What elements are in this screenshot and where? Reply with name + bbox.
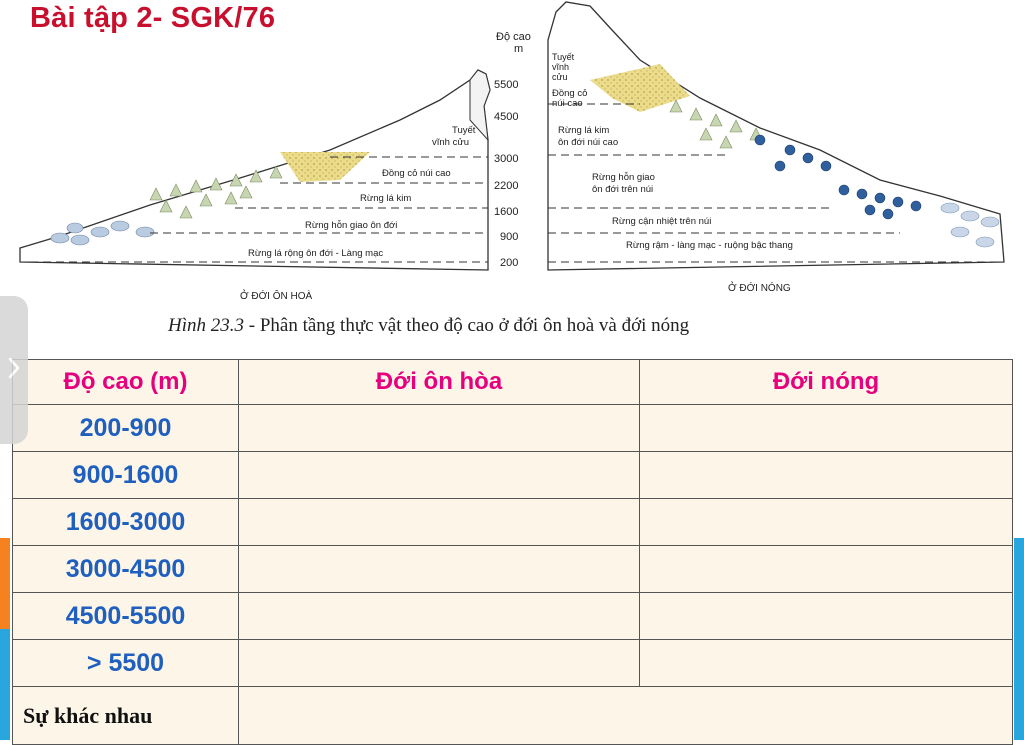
zone-label: Ở ĐỚI NÓNG	[728, 281, 791, 294]
tick-label: 200	[500, 257, 518, 269]
left-decor-bar	[0, 538, 10, 740]
layer-label: Đồng cỏ núi cao	[382, 168, 451, 179]
alpine-grass-zone	[280, 152, 370, 182]
altitude-level-lines	[30, 103, 1000, 263]
tropical-cell[interactable]	[639, 592, 1013, 640]
altitude-cell: 4500-5500	[12, 592, 239, 640]
layer-label: Rừng rậm - làng mạc - ruộng bậc thang	[626, 240, 793, 251]
layer-label: Rừng lá rộng ôn đới - Làng mạc	[248, 248, 383, 259]
tropical-mountain	[547, 1, 1005, 271]
layer-label: ôn đới núi cao	[558, 137, 618, 148]
layer-label: Rừng lá kim	[558, 125, 609, 136]
layer-label: vĩnh cửu	[432, 137, 469, 148]
chevron-right-icon	[7, 356, 21, 385]
temperate-cell[interactable]	[238, 592, 640, 640]
header-altitude: Độ cao (m)	[12, 359, 239, 405]
right-decor-bar	[1014, 538, 1024, 740]
temperate-cell[interactable]	[238, 498, 640, 546]
layer-label: Tuyết	[552, 52, 575, 62]
layer-label: núi cao	[552, 98, 583, 109]
tropical-cell[interactable]	[639, 639, 1013, 687]
exercise-table-container: Độ cao (m) Đới ôn hòa Đới nóng 200-900 9…	[12, 359, 1013, 745]
layer-label: ôn đới trên núi	[592, 184, 653, 195]
difference-answer-cell[interactable]	[238, 686, 1013, 745]
table-row: 1600-3000	[12, 498, 1013, 546]
figure-number: Hình 23.3	[168, 315, 244, 336]
temperate-cell[interactable]	[238, 451, 640, 499]
layer-label: Rừng hỗn giao ôn đới	[305, 220, 397, 231]
altitude-cell: 1600-3000	[12, 498, 239, 546]
temperate-cell[interactable]	[238, 545, 640, 593]
tick-label: 4500	[494, 111, 518, 123]
table-row: > 5500	[12, 639, 1013, 687]
zone-label: Ở ĐỚI ÔN HOÀ	[240, 289, 312, 302]
difference-label: Sự khác nhau	[12, 686, 239, 745]
layer-label: vĩnh	[552, 62, 569, 72]
header-tropical: Đới nóng	[639, 359, 1013, 405]
temperate-cell[interactable]	[238, 639, 640, 687]
tropical-cell[interactable]	[639, 545, 1013, 593]
altitude-cell: > 5500	[12, 639, 239, 687]
axis-unit: m	[514, 43, 523, 55]
figure-caption: Hình 23.3 - Phân tầng thực vật theo độ c…	[168, 315, 928, 337]
layer-label: Rừng cận nhiệt trên núi	[612, 216, 711, 227]
altitude-cell: 200-900	[12, 404, 239, 452]
layer-label: Rừng lá kim	[360, 193, 411, 204]
tick-label: 900	[500, 231, 518, 243]
temperate-layer-labels: Tuyết vĩnh cửu Đồng cỏ núi cao Rừng lá k…	[240, 125, 476, 302]
table-header-row: Độ cao (m) Đới ôn hòa Đới nóng	[12, 359, 1013, 405]
page-title: Bài tập 2- SGK/76	[30, 2, 276, 34]
layer-label: Đồng cỏ	[552, 88, 587, 99]
temperate-cell[interactable]	[238, 404, 640, 452]
altitude-scale: Độ cao m 5500 4500 3000 2200 1600 900 20…	[494, 31, 531, 269]
tick-label: 1600	[494, 206, 518, 218]
layer-label: Rừng hỗn giao	[592, 172, 655, 183]
vegetation-altitude-figure: Độ cao m 5500 4500 3000 2200 1600 900 20…	[19, 1, 1005, 302]
table-row: 900-1600	[12, 451, 1013, 499]
table-row: 200-900	[12, 404, 1013, 452]
tick-label: 3000	[494, 153, 518, 165]
table-row: 4500-5500	[12, 592, 1013, 640]
tick-label: 5500	[494, 79, 518, 91]
exercise-table: Độ cao (m) Đới ôn hòa Đới nóng 200-900 9…	[12, 359, 1013, 745]
temperate-mountain	[19, 69, 491, 271]
layer-label: cửu	[552, 72, 568, 82]
tropical-cell[interactable]	[639, 451, 1013, 499]
altitude-cell: 3000-4500	[12, 545, 239, 593]
tropical-alpine-grass-zone	[590, 64, 690, 112]
header-temperate: Đới ôn hòa	[238, 359, 640, 405]
difference-row: Sự khác nhau	[12, 686, 1013, 745]
caption-text: - Phân tầng thực vật theo độ cao ở đới ô…	[244, 315, 690, 336]
altitude-cell: 900-1600	[12, 451, 239, 499]
tick-label: 2200	[494, 180, 518, 192]
previous-slide-tab[interactable]	[0, 296, 28, 444]
tropical-cell[interactable]	[639, 404, 1013, 452]
tropical-cell[interactable]	[639, 498, 1013, 546]
axis-title: Độ cao	[496, 31, 531, 43]
tropical-layer-labels: Tuyết vĩnh cửu Đồng cỏ núi cao Rừng lá k…	[552, 52, 793, 294]
layer-label: Tuyết	[452, 125, 476, 136]
table-row: 3000-4500	[12, 545, 1013, 593]
